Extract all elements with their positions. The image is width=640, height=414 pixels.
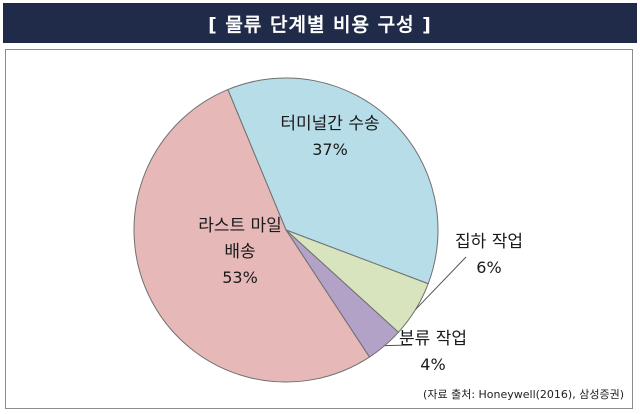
slice-value-label: 53% bbox=[222, 268, 258, 287]
leader-line bbox=[415, 256, 467, 310]
slice-label: 라스트 마일 bbox=[198, 216, 282, 236]
slice-label: 터미널간 수송 bbox=[280, 114, 379, 134]
slice-value-label: 4% bbox=[420, 355, 445, 374]
slice-label: 집하 작업 bbox=[455, 232, 523, 252]
slice-value-label: 6% bbox=[476, 258, 501, 277]
pie-slice bbox=[227, 77, 439, 285]
chart-title: [ 물류 단계별 비용 구성 ] bbox=[3, 3, 637, 43]
source-note: (자료 출처: Honeywell(2016), 삼성증권) bbox=[423, 388, 624, 401]
leader-line bbox=[384, 344, 413, 347]
slice-label: 분류 작업 bbox=[399, 329, 467, 349]
slice-value-label: 37% bbox=[312, 140, 348, 159]
slice-label: 배송 bbox=[224, 242, 255, 262]
pie-slice bbox=[133, 88, 371, 383]
